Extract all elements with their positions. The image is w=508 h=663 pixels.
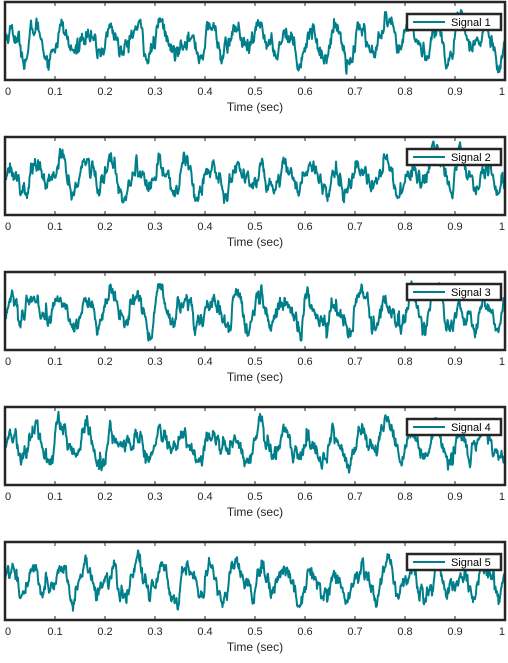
x-tick-label: 1 [499, 356, 505, 368]
x-tick-label: 0.9 [447, 491, 462, 503]
signal-line [5, 9, 505, 75]
x-tick-label: 0.3 [147, 356, 162, 368]
legend-box [405, 282, 503, 302]
x-tick-label: 0.4 [197, 221, 212, 233]
x-tick-label: 0.7 [347, 626, 362, 638]
legend: Signal 5 [405, 552, 503, 572]
x-tick-label: 0.6 [297, 356, 312, 368]
x-tick-label: 0.1 [47, 86, 62, 98]
x-axis-title: Time (sec) [227, 505, 283, 519]
x-tick-label: 0.7 [347, 356, 362, 368]
x-tick-label: 0 [5, 626, 11, 638]
legend-box [405, 147, 503, 167]
x-tick-label: 0.9 [447, 221, 462, 233]
x-tick-label: 0.1 [47, 491, 62, 503]
subplot-5: 0 0.1 0.2 0.3 0.4 0.5 0.6 0.7 0.8 0.9 1 Time (sec) S… [3, 540, 507, 654]
x-axis-title: Time (sec) [227, 370, 283, 384]
subplot-3: 0 0.1 0.2 0.3 0.4 0.5 0.6 0.7 0.8 0.9 1 Time (sec) S… [3, 270, 507, 384]
x-tick-label: 0.3 [147, 491, 162, 503]
signal-line [5, 280, 505, 342]
x-tick-label: 0.5 [247, 86, 262, 98]
legend-box [405, 552, 503, 572]
legend-label: Signal 4 [451, 422, 491, 434]
legend-label: Signal 1 [451, 17, 491, 29]
x-tick-label: 0.5 [247, 626, 262, 638]
legend: Signal 3 [405, 282, 503, 302]
x-tick-label: 0.2 [97, 86, 112, 98]
x-tick-label: 1 [499, 221, 505, 233]
x-tick-label: 0.6 [297, 626, 312, 638]
x-tick-label: 0.9 [447, 626, 462, 638]
legend-label: Signal 3 [451, 287, 491, 299]
x-tick-label: 0.1 [47, 356, 62, 368]
x-tick-label: 0.2 [97, 356, 112, 368]
x-tick-label: 0.7 [347, 221, 362, 233]
subplot-4: 0 0.1 0.2 0.3 0.4 0.5 0.6 0.7 0.8 0.9 1 Time (sec) S… [3, 405, 507, 519]
subplot-1: 0 0.1 0.2 0.3 0.4 0.5 0.6 0.7 0.8 0.9 1 Time (sec) S… [3, 0, 507, 114]
x-tick-label: 0.4 [197, 626, 212, 638]
subplot-2: 0 0.1 0.2 0.3 0.4 0.5 0.6 0.7 0.8 0.9 1 Time (sec) S… [3, 135, 507, 249]
x-tick-label: 0.8 [397, 221, 412, 233]
x-tick-label: 0 [5, 356, 11, 368]
signal-line [5, 549, 505, 612]
legend-label: Signal 5 [451, 557, 491, 569]
x-tick-label: 0.5 [247, 356, 262, 368]
legend: Signal 1 [405, 12, 503, 32]
x-tick-label: 0.4 [197, 491, 212, 503]
signal-line [5, 410, 505, 474]
x-tick-label: 0.2 [97, 491, 112, 503]
x-tick-label: 0.9 [447, 86, 462, 98]
x-tick-label: 0.1 [47, 221, 62, 233]
x-tick-label: 0.5 [247, 491, 262, 503]
x-tick-label: 0.2 [97, 626, 112, 638]
x-tick-label: 0.8 [397, 626, 412, 638]
x-tick-label: 1 [499, 626, 505, 638]
signal-line [5, 140, 505, 204]
legend: Signal 4 [405, 417, 503, 437]
legend-box [405, 12, 503, 32]
x-tick-label: 0.7 [347, 86, 362, 98]
x-tick-label: 0.8 [397, 491, 412, 503]
x-tick-label: 0.3 [147, 221, 162, 233]
x-tick-label: 0.8 [397, 356, 412, 368]
x-tick-label: 0.6 [297, 86, 312, 98]
x-tick-label: 0.5 [247, 221, 262, 233]
x-tick-label: 0.9 [447, 356, 462, 368]
x-tick-label: 0.1 [47, 626, 62, 638]
x-tick-label: 0 [5, 221, 11, 233]
x-tick-label: 0 [5, 86, 11, 98]
x-tick-label: 1 [499, 86, 505, 98]
legend: Signal 2 [405, 147, 503, 167]
x-tick-label: 0.7 [347, 491, 362, 503]
x-tick-label: 0.2 [97, 221, 112, 233]
legend-label: Signal 2 [451, 152, 491, 164]
x-tick-label: 1 [499, 491, 505, 503]
x-axis-title: Time (sec) [227, 100, 283, 114]
x-axis-title: Time (sec) [227, 235, 283, 249]
x-tick-label: 0.4 [197, 86, 212, 98]
legend-box [405, 417, 503, 437]
x-tick-label: 0 [5, 491, 11, 503]
x-tick-label: 0.6 [297, 221, 312, 233]
x-tick-label: 0.3 [147, 626, 162, 638]
x-tick-label: 0.8 [397, 86, 412, 98]
x-tick-label: 0.3 [147, 86, 162, 98]
x-axis-title: Time (sec) [227, 640, 283, 654]
x-tick-label: 0.6 [297, 491, 312, 503]
x-tick-label: 0.4 [197, 356, 212, 368]
